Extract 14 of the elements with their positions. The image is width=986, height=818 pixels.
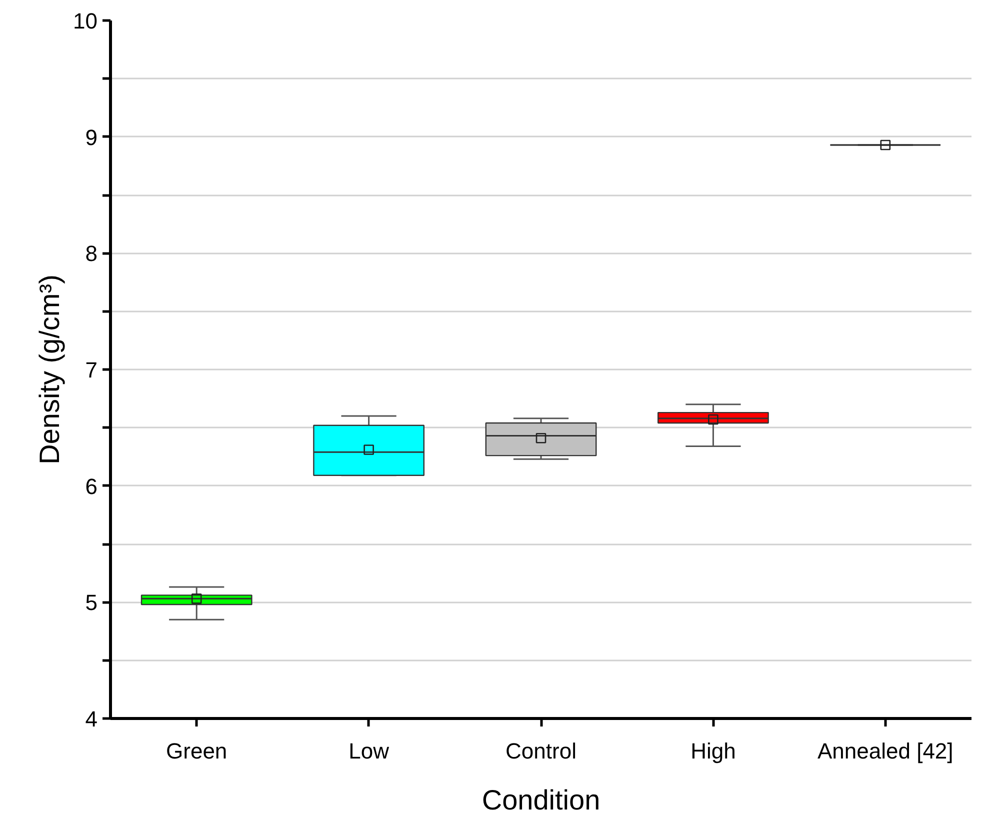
x-tick-label: Annealed [42]: [818, 738, 954, 764]
y-tick-label: 9: [85, 124, 98, 150]
y-tick-label: 6: [85, 474, 98, 499]
x-tick-label: Control: [506, 738, 576, 764]
x-tick-label: High: [690, 738, 736, 764]
y-tick-label: 7: [85, 358, 98, 382]
y-tick-label: 10: [73, 8, 98, 34]
x-tick-label: Green: [166, 738, 228, 764]
y-tick-label: 8: [85, 241, 98, 266]
x-tick-label: Low: [348, 738, 390, 764]
y-axis-title: Density (g/cm³): [34, 274, 66, 464]
y-tick-label: 4: [85, 706, 98, 732]
x-axis-title: Condition: [482, 784, 600, 816]
y-tick-label: 5: [85, 590, 98, 616]
